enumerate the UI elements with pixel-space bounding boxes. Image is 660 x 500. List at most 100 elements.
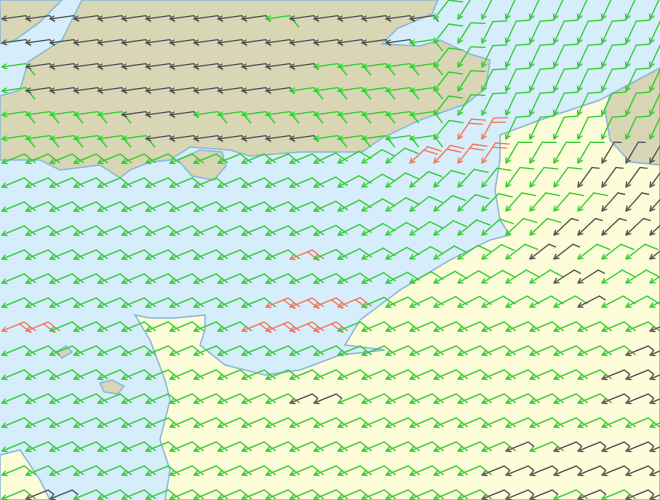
arrowhead xyxy=(169,114,176,118)
barb-shaft xyxy=(121,177,145,188)
arrowhead xyxy=(73,42,80,46)
barb-shaft xyxy=(145,273,169,284)
arrowhead xyxy=(217,206,222,212)
wind-barb xyxy=(49,345,84,357)
barb-feather xyxy=(119,201,132,212)
wind-barb xyxy=(649,44,660,68)
wind-barb xyxy=(529,91,555,116)
arrowhead xyxy=(1,135,7,140)
arrowhead xyxy=(601,87,607,92)
arrowhead xyxy=(241,350,246,356)
arrowhead xyxy=(1,306,8,309)
barb-shaft xyxy=(529,0,540,20)
arrowhead xyxy=(73,63,79,68)
wind-barb xyxy=(601,393,631,405)
wind-barb xyxy=(193,249,228,261)
barb-shaft xyxy=(481,345,505,356)
arrowhead xyxy=(577,253,581,260)
wind-barb xyxy=(625,321,660,333)
barb-shaft xyxy=(529,68,541,92)
barb-feather xyxy=(191,345,204,356)
barb-shaft xyxy=(409,135,435,140)
barb-shaft xyxy=(337,345,361,356)
wind-barb xyxy=(49,465,84,477)
barb-shaft xyxy=(385,441,409,452)
wind-barb xyxy=(1,249,36,261)
barb-shaft xyxy=(601,369,625,380)
wind-barb xyxy=(433,369,468,381)
barb-shaft xyxy=(577,166,593,188)
barb-shaft xyxy=(649,374,660,380)
wind-barb xyxy=(97,249,132,261)
barb-shaft xyxy=(529,192,547,212)
arrowhead xyxy=(241,87,247,92)
wind-barb xyxy=(361,173,396,188)
arrowhead xyxy=(505,159,511,164)
barb-shaft xyxy=(337,441,361,452)
arrowhead xyxy=(49,446,54,452)
arrowhead xyxy=(601,253,605,260)
barb-shaft xyxy=(601,243,622,260)
wind-barb xyxy=(601,269,636,284)
arrowhead xyxy=(25,278,30,284)
arrowhead xyxy=(49,426,56,429)
arrowhead xyxy=(121,446,126,452)
wind-barb xyxy=(169,441,204,453)
arrowhead xyxy=(265,494,270,500)
wind-barb xyxy=(409,171,443,188)
wind-barb xyxy=(577,217,603,236)
arrowhead xyxy=(265,138,272,142)
barb-feather xyxy=(143,201,156,212)
arrowhead xyxy=(289,326,294,332)
wind-barb xyxy=(169,249,204,261)
barb-feather xyxy=(429,221,444,229)
arrowhead xyxy=(289,302,294,308)
barb-shaft xyxy=(73,153,97,164)
wind-barb xyxy=(553,0,564,20)
arrowhead xyxy=(433,209,440,212)
barb-shaft xyxy=(145,177,169,188)
barb-shaft xyxy=(1,417,25,428)
barb-feather xyxy=(167,153,180,164)
arrowhead xyxy=(505,378,512,381)
wind-barb xyxy=(529,441,564,453)
arrowhead xyxy=(25,422,30,428)
arrowhead xyxy=(97,326,102,332)
arrowhead xyxy=(313,422,318,428)
arrowhead xyxy=(169,210,176,213)
arrowhead xyxy=(217,18,224,22)
arrowhead xyxy=(577,326,582,332)
wind-barb xyxy=(193,177,228,189)
barb-feather xyxy=(430,271,444,280)
barb-feather xyxy=(167,321,180,332)
arrowhead xyxy=(361,206,366,212)
arrowhead xyxy=(553,330,560,333)
wind-barb xyxy=(529,141,557,164)
arrowhead xyxy=(73,66,80,70)
arrowhead xyxy=(73,378,80,381)
wind-barb xyxy=(289,393,319,405)
arrowhead xyxy=(49,18,56,22)
barb-feather xyxy=(23,177,36,188)
arrowhead xyxy=(481,229,485,236)
barb-feather xyxy=(618,217,627,222)
barb-shaft xyxy=(217,297,241,308)
arrowhead xyxy=(25,498,32,500)
barb-shaft xyxy=(97,393,121,404)
barb-feather xyxy=(167,393,180,404)
barb-feather xyxy=(563,115,579,118)
arrowhead xyxy=(241,42,248,46)
arrowhead xyxy=(241,234,248,237)
barb-shaft xyxy=(625,269,647,284)
barb-feather xyxy=(407,441,420,452)
wind-barb xyxy=(577,192,609,212)
barb-shaft xyxy=(49,321,73,332)
arrowhead xyxy=(481,111,487,116)
wind-barb xyxy=(313,321,348,334)
arrowhead xyxy=(1,90,8,94)
arrowhead xyxy=(505,111,511,116)
barb-feather xyxy=(71,201,84,212)
arrowhead xyxy=(337,302,342,308)
barb-feather xyxy=(311,321,324,332)
barb-feather xyxy=(71,249,84,260)
